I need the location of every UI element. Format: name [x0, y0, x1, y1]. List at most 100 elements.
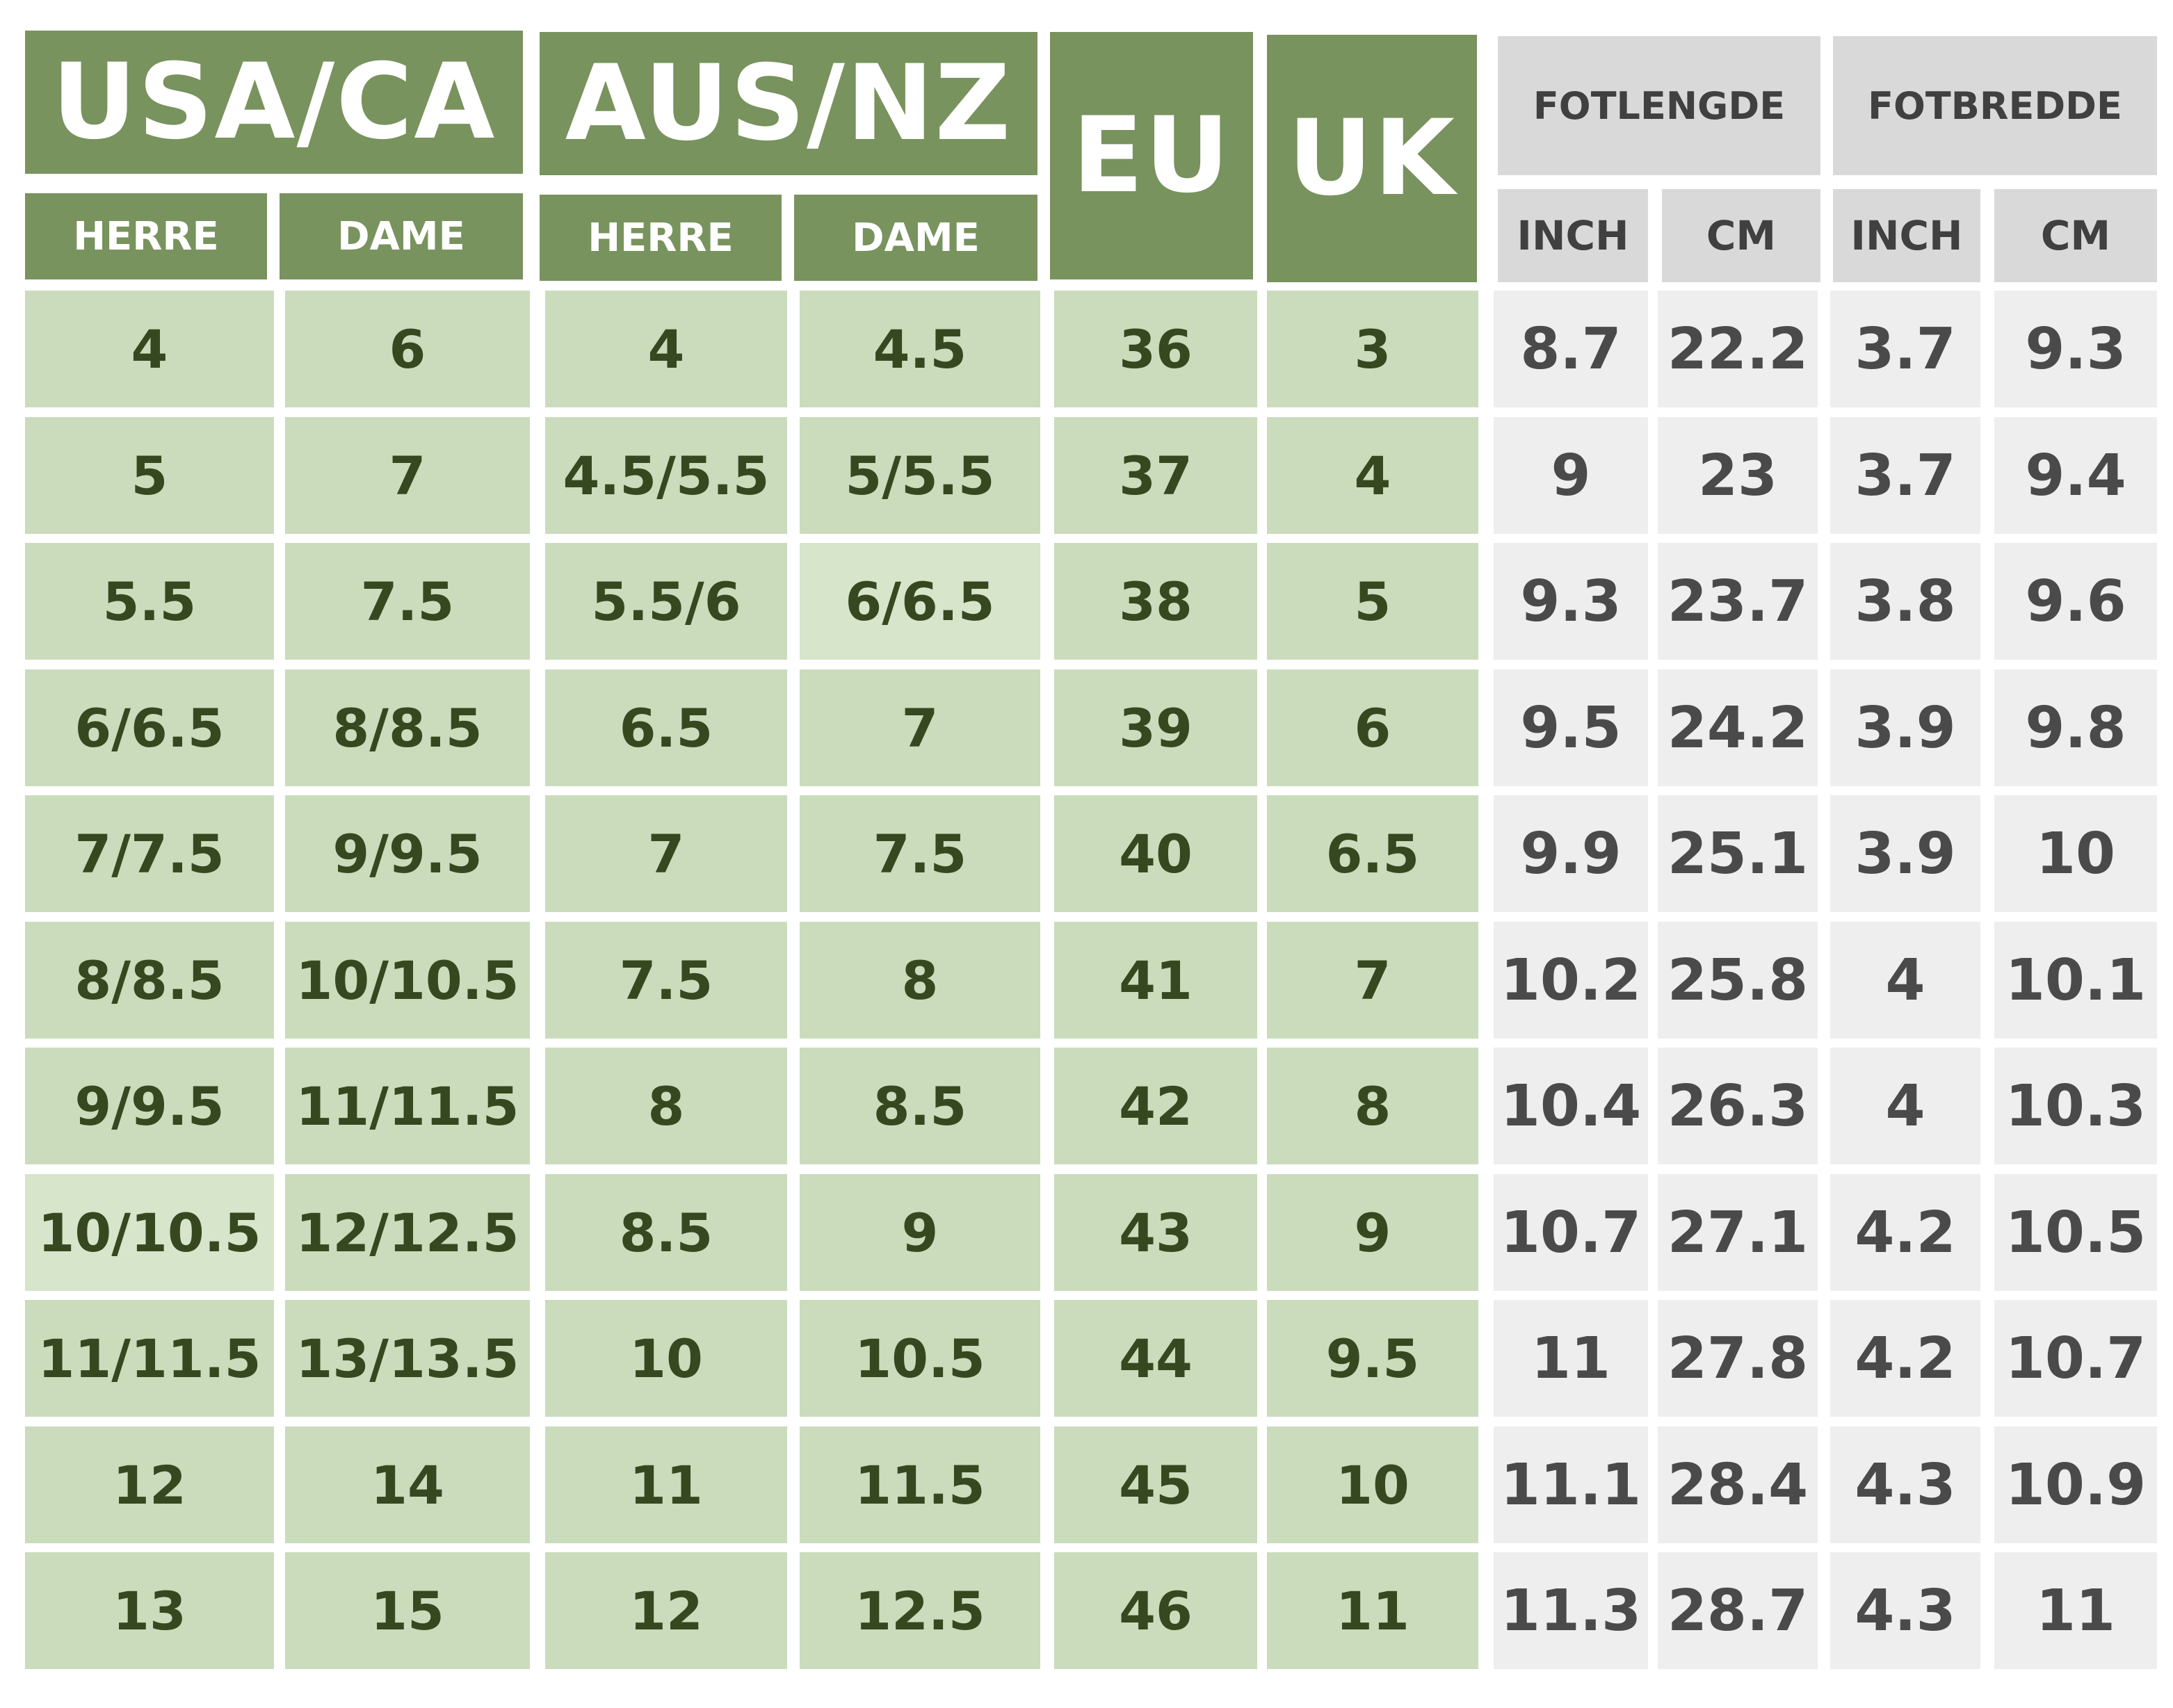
cell-aus-dame-row-5: 7.5 — [800, 795, 1040, 912]
cell-eu-row-4: 39 — [1054, 669, 1257, 786]
cell-usa-dame-row-7: 11/11.5 — [285, 1048, 530, 1164]
cell-aus-herre-row-4: 6.5 — [545, 669, 787, 786]
cell-usa-dame-row-8: 12/12.5 — [285, 1174, 530, 1291]
cell-fotlengde-cm-row-2: 23 — [1658, 417, 1818, 534]
cell-fotbredde-inch-row-1: 3.7 — [1830, 291, 1980, 407]
cell-uk-row-6: 7 — [1267, 922, 1478, 1039]
subheader-fotbredde-cm: CM — [1994, 189, 2157, 282]
subheader-fotlengde-cm: CM — [1662, 189, 1820, 282]
cell-usa-herre-row-10: 12 — [25, 1426, 274, 1543]
subheader-aus-dame: DAME — [794, 195, 1037, 281]
cell-usa-dame-row-4: 8/8.5 — [285, 669, 530, 786]
cell-fotbredde-cm-row-9: 10.7 — [1994, 1300, 2157, 1417]
cell-aus-herre-row-5: 7 — [545, 795, 787, 912]
cell-eu-row-6: 41 — [1054, 922, 1257, 1039]
cell-fotbredde-cm-row-10: 10.9 — [1994, 1426, 2157, 1543]
cell-usa-herre-row-5: 7/7.5 — [25, 795, 274, 912]
cell-uk-row-5: 6.5 — [1267, 795, 1478, 912]
cell-fotbredde-inch-row-6: 4 — [1830, 922, 1980, 1039]
cell-aus-dame-row-3: 6/6.5 — [800, 543, 1040, 660]
cell-usa-dame-row-10: 14 — [285, 1426, 530, 1543]
cell-uk-row-7: 8 — [1267, 1048, 1478, 1164]
cell-aus-herre-row-6: 7.5 — [545, 922, 787, 1039]
cell-usa-dame-row-3: 7.5 — [285, 543, 530, 660]
cell-fotlengde-inch-row-10: 11.1 — [1494, 1426, 1648, 1543]
cell-uk-row-4: 6 — [1267, 669, 1478, 786]
cell-aus-dame-row-2: 5/5.5 — [800, 417, 1040, 534]
cell-usa-herre-row-1: 4 — [25, 291, 274, 407]
header-fotlengde: FOTLENGDE — [1498, 36, 1820, 175]
subheader-fotbredde-inch: INCH — [1833, 189, 1980, 282]
cell-fotbredde-cm-row-3: 9.6 — [1994, 543, 2157, 660]
cell-fotlengde-cm-row-11: 28.7 — [1658, 1552, 1818, 1669]
cell-fotbredde-inch-row-2: 3.7 — [1830, 417, 1980, 534]
cell-fotlengde-cm-row-1: 22.2 — [1658, 291, 1818, 407]
cell-fotlengde-cm-row-6: 25.8 — [1658, 922, 1818, 1039]
cell-aus-herre-row-2: 4.5/5.5 — [545, 417, 787, 534]
cell-fotlengde-inch-row-3: 9.3 — [1494, 543, 1648, 660]
cell-fotlengde-cm-row-3: 23.7 — [1658, 543, 1818, 660]
cell-aus-dame-row-1: 4.5 — [800, 291, 1040, 407]
cell-usa-dame-row-11: 15 — [285, 1552, 530, 1669]
cell-aus-dame-row-8: 9 — [800, 1174, 1040, 1291]
cell-fotbredde-cm-row-4: 9.8 — [1994, 669, 2157, 786]
cell-usa-dame-row-5: 9/9.5 — [285, 795, 530, 912]
cell-uk-row-8: 9 — [1267, 1174, 1478, 1291]
cell-fotbredde-inch-row-9: 4.2 — [1830, 1300, 1980, 1417]
cell-aus-dame-row-6: 8 — [800, 922, 1040, 1039]
cell-fotlengde-cm-row-4: 24.2 — [1658, 669, 1818, 786]
cell-uk-row-9: 9.5 — [1267, 1300, 1478, 1417]
cell-eu-row-2: 37 — [1054, 417, 1257, 534]
cell-fotlengde-inch-row-9: 11 — [1494, 1300, 1648, 1417]
cell-usa-herre-row-3: 5.5 — [25, 543, 274, 660]
cell-aus-herre-row-1: 4 — [545, 291, 787, 407]
cell-eu-row-11: 46 — [1054, 1552, 1257, 1669]
cell-usa-herre-row-4: 6/6.5 — [25, 669, 274, 786]
cell-usa-herre-row-6: 8/8.5 — [25, 922, 274, 1039]
header-aus-nz: AUS/NZ — [540, 32, 1037, 175]
cell-fotlengde-inch-row-2: 9 — [1494, 417, 1648, 534]
cell-uk-row-11: 11 — [1267, 1552, 1478, 1669]
cell-usa-herre-row-11: 13 — [25, 1552, 274, 1669]
header-usa-ca: USA/CA — [25, 31, 523, 174]
cell-fotlengde-inch-row-8: 10.7 — [1494, 1174, 1648, 1291]
cell-fotbredde-inch-row-3: 3.8 — [1830, 543, 1980, 660]
cell-fotlengde-inch-row-1: 8.7 — [1494, 291, 1648, 407]
cell-aus-dame-row-7: 8.5 — [800, 1048, 1040, 1164]
cell-fotlengde-cm-row-5: 25.1 — [1658, 795, 1818, 912]
cell-fotlengde-cm-row-10: 28.4 — [1658, 1426, 1818, 1543]
cell-fotbredde-inch-row-7: 4 — [1830, 1048, 1980, 1164]
cell-fotlengde-cm-row-7: 26.3 — [1658, 1048, 1818, 1164]
cell-usa-dame-row-1: 6 — [285, 291, 530, 407]
cell-usa-herre-row-7: 9/9.5 — [25, 1048, 274, 1164]
cell-aus-herre-row-10: 11 — [545, 1426, 787, 1543]
cell-eu-row-5: 40 — [1054, 795, 1257, 912]
cell-aus-herre-row-11: 12 — [545, 1552, 787, 1669]
cell-usa-herre-row-8: 10/10.5 — [25, 1174, 274, 1291]
cell-aus-dame-row-11: 12.5 — [800, 1552, 1040, 1669]
subheader-usa-herre: HERRE — [25, 193, 267, 279]
cell-fotbredde-cm-row-1: 9.3 — [1994, 291, 2157, 407]
cell-usa-dame-row-6: 10/10.5 — [285, 922, 530, 1039]
cell-fotbredde-cm-row-5: 10 — [1994, 795, 2157, 912]
cell-fotbredde-cm-row-11: 11 — [1994, 1552, 2157, 1669]
cell-usa-herre-row-2: 5 — [25, 417, 274, 534]
cell-aus-herre-row-3: 5.5/6 — [545, 543, 787, 660]
cell-fotbredde-cm-row-6: 10.1 — [1994, 922, 2157, 1039]
cell-fotbredde-inch-row-10: 4.3 — [1830, 1426, 1980, 1543]
subheader-fotlengde-inch: INCH — [1498, 189, 1648, 282]
cell-fotbredde-inch-row-5: 3.9 — [1830, 795, 1980, 912]
cell-fotlengde-cm-row-9: 27.8 — [1658, 1300, 1818, 1417]
cell-aus-dame-row-10: 11.5 — [800, 1426, 1040, 1543]
cell-fotlengde-cm-row-8: 27.1 — [1658, 1174, 1818, 1291]
cell-fotlengde-inch-row-6: 10.2 — [1494, 922, 1648, 1039]
cell-eu-row-8: 43 — [1054, 1174, 1257, 1291]
cell-fotlengde-inch-row-5: 9.9 — [1494, 795, 1648, 912]
cell-fotbredde-inch-row-8: 4.2 — [1830, 1174, 1980, 1291]
subheader-usa-dame: DAME — [280, 193, 523, 279]
cell-eu-row-9: 44 — [1054, 1300, 1257, 1417]
cell-usa-dame-row-9: 13/13.5 — [285, 1300, 530, 1417]
cell-fotlengde-inch-row-4: 9.5 — [1494, 669, 1648, 786]
cell-fotlengde-inch-row-7: 10.4 — [1494, 1048, 1648, 1164]
header-fotbredde: FOTBREDDE — [1833, 36, 2157, 175]
